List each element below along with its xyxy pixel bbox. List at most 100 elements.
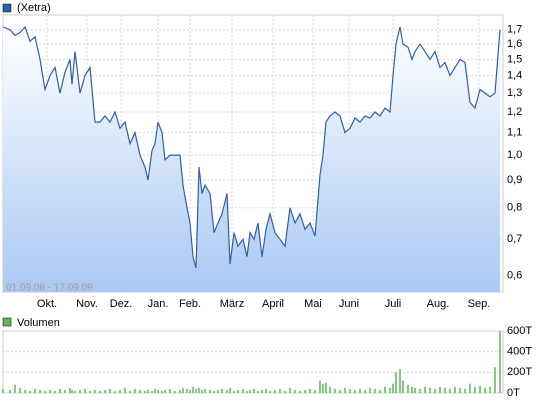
volume-bar	[64, 389, 66, 393]
volume-bar	[261, 389, 263, 393]
volume-bar	[444, 387, 446, 393]
volume-bar	[198, 387, 200, 393]
volume-bar	[399, 369, 401, 393]
x-tick-label: Feb.	[179, 298, 201, 310]
volume-bar	[237, 389, 239, 393]
y-tick-label: 1,5	[507, 53, 522, 65]
volume-bar	[109, 388, 111, 393]
volume-bar	[279, 388, 281, 393]
volume-bar	[294, 389, 296, 393]
volume-bar	[329, 386, 331, 393]
plot-frame	[2, 330, 504, 394]
volume-bar	[154, 388, 156, 393]
volume-bar	[319, 380, 321, 393]
volume-bar	[24, 389, 26, 393]
volume-bar	[44, 390, 46, 393]
volume-bar	[359, 388, 361, 393]
volume-bar	[34, 388, 36, 393]
volume-bar	[229, 387, 231, 393]
volume-bar	[392, 383, 394, 393]
volume-bar	[389, 387, 391, 393]
volume-bar	[169, 388, 171, 393]
y-tick-label: 0,6	[507, 270, 522, 282]
volume-bar	[79, 389, 81, 393]
volume-bar	[139, 389, 141, 393]
volume-bar	[144, 390, 146, 393]
x-tick-label: Dez.	[110, 298, 133, 310]
x-tick-label: Juni	[339, 298, 359, 310]
volume-bar	[395, 372, 397, 393]
volume-bar	[221, 388, 223, 393]
volume-bar	[429, 387, 431, 393]
volume-bar	[189, 389, 191, 393]
volume-bar	[474, 386, 476, 393]
volume-bar	[449, 388, 451, 393]
volume-bar	[151, 390, 153, 393]
volume-bar	[314, 389, 316, 393]
volume-bar	[54, 390, 56, 393]
volume-bar	[379, 389, 381, 393]
volume-bar	[147, 389, 149, 393]
x-tick-label: Jan.	[148, 298, 169, 310]
volume-bar	[217, 389, 219, 393]
x-tick-label: Juli	[385, 298, 402, 310]
volume-bar	[494, 367, 496, 393]
y-tick-label: 200T	[507, 366, 532, 378]
y-tick-label: 400T	[507, 346, 532, 358]
y-tick-label: 0,9	[507, 174, 522, 186]
volume-bar	[249, 389, 251, 393]
volume-bar	[201, 389, 203, 393]
volume-bar	[402, 380, 404, 393]
volume-bar	[226, 389, 228, 393]
volume-bar	[157, 389, 159, 393]
volume-bar	[69, 387, 71, 393]
volume-bar	[411, 386, 413, 393]
volume-bar	[322, 383, 324, 393]
volume-bar	[29, 390, 31, 393]
volume-bar	[384, 386, 386, 393]
volume-bar	[284, 390, 286, 393]
volume-bar	[164, 389, 166, 393]
volume-bar	[71, 389, 73, 393]
x-tick-label: Nov.	[76, 298, 98, 310]
volume-bar	[213, 390, 215, 393]
volume-bar	[9, 389, 11, 393]
volume-bar	[489, 386, 491, 393]
volume-bar	[233, 390, 235, 393]
volume-bar	[325, 382, 327, 393]
volume-bar	[364, 389, 366, 393]
area	[3, 27, 500, 292]
volume-bar	[14, 384, 16, 393]
volume-bar	[129, 390, 131, 393]
volume-bar	[484, 387, 486, 393]
volume-bar	[119, 389, 121, 393]
volume-bar	[49, 389, 51, 393]
legend-swatch	[2, 317, 12, 327]
volume-bar	[309, 388, 311, 393]
volume-bar	[114, 390, 116, 393]
volume-bar	[454, 386, 456, 393]
volume-bar	[182, 387, 184, 393]
y-tick-label: 0,7	[507, 233, 522, 245]
x-tick-label: April	[262, 298, 284, 310]
x-tick-label: Sep.	[468, 298, 491, 310]
x-tick-label: März	[220, 298, 244, 310]
volume-bar	[304, 389, 306, 393]
y-tick-label: 1,2	[507, 106, 522, 118]
period-label: 01.09.08 - 17.09.09	[6, 283, 93, 294]
volume-bar	[344, 387, 346, 393]
volume-bar	[464, 388, 466, 393]
volume-bar	[269, 390, 271, 393]
volume-bar	[299, 390, 301, 393]
y-tick-label: 1,7	[507, 24, 522, 36]
volume-bar	[161, 390, 163, 393]
volume-bar	[265, 388, 267, 393]
x-tick-label: Okt.	[37, 298, 57, 310]
y-tick-label: 1,3	[507, 87, 522, 99]
volume-bar	[253, 388, 255, 393]
volume-bar	[94, 389, 96, 393]
volume-bar	[246, 390, 248, 393]
volume-bar	[354, 389, 356, 393]
y-tick-label: 1,1	[507, 126, 522, 138]
volume-bar	[195, 388, 197, 393]
